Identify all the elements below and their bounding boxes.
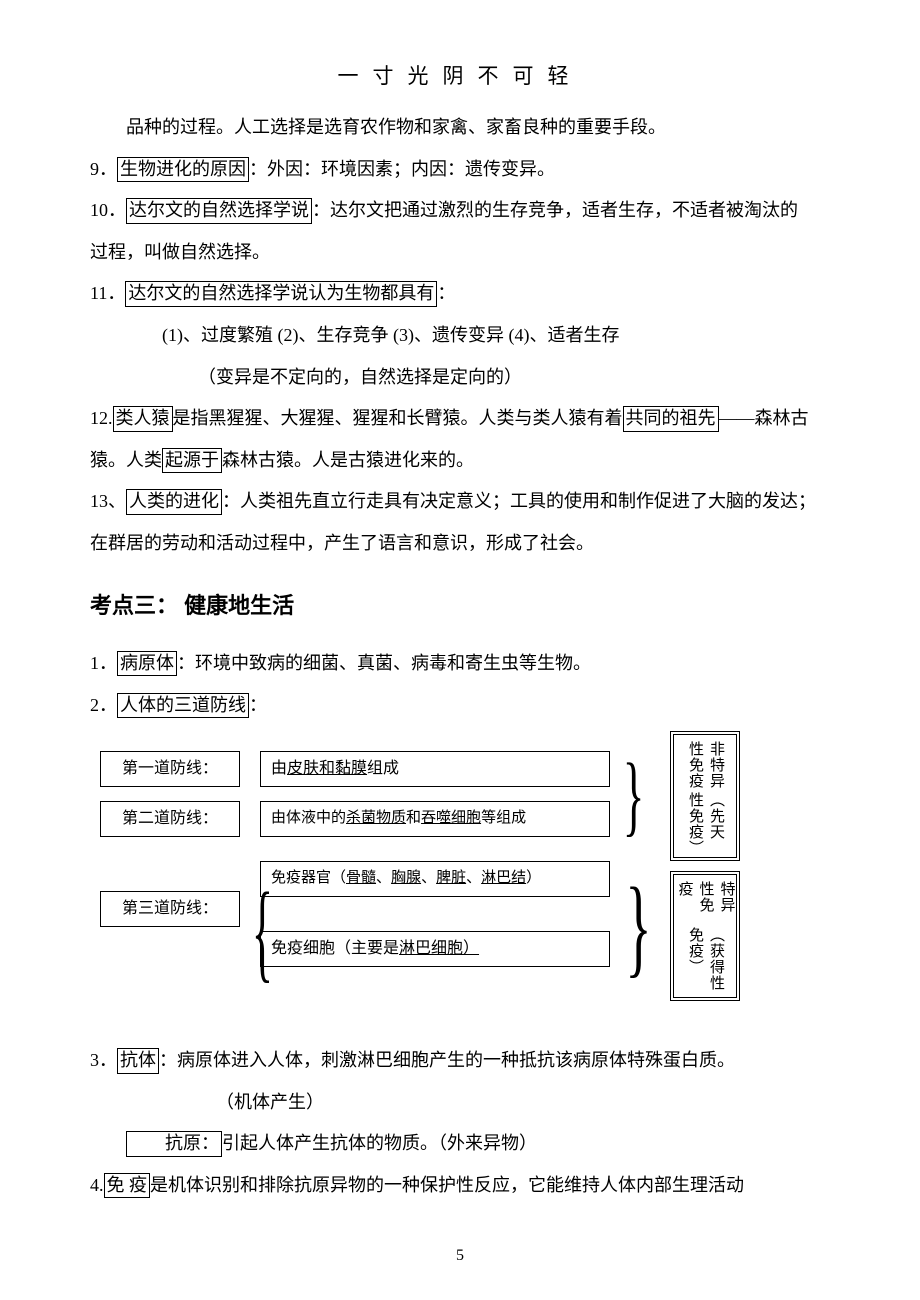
text: ：外因：环境因素；内因：遗传变异。 [249, 159, 555, 179]
text: 森林古猿。人是古猿进化来的。 [222, 450, 474, 470]
num: 9． [90, 159, 117, 179]
text: ——森林古 [719, 408, 809, 428]
q3-antigen: 抗原：引起人体产生抗体的物质。（外来异物） [90, 1124, 830, 1164]
immunity-type-2: 特异性免疫（获得性免疫） [670, 871, 740, 1001]
num: 13、 [90, 491, 126, 511]
text: ： [249, 695, 267, 715]
col: 特异性免疫 [674, 881, 737, 927]
q3-sub: （机体产生） [90, 1083, 830, 1123]
text: ：病原体进入人体，刺激淋巴细胞产生的一种抵抗该病原体特殊蛋白质。 [159, 1050, 735, 1070]
t: 和 [406, 809, 421, 829]
term-box: 达尔文的自然选择学说 [126, 198, 312, 223]
q1: 1．病原体：环境中致病的细菌、真菌、病毒和寄生虫等生物。 [90, 644, 830, 684]
brace-right-1: } [623, 751, 645, 841]
term-box: 人体的三道防线 [117, 693, 249, 718]
text: 引起人体产生抗体的物质。（外来异物） [222, 1133, 537, 1153]
term-box: 类人猿 [113, 406, 173, 431]
num: 3． [90, 1050, 117, 1070]
term-box: 起源于 [162, 448, 222, 473]
q4: 4.免 疫是机体识别和排除抗原异物的一种保护性反应，它能维持人体内部生理活动 [90, 1166, 830, 1206]
item-11-sub1: (1)、过度繁殖 (2)、生存竞争 (3)、遗传变异 (4)、适者生存 [90, 316, 830, 356]
page-number: 5 [0, 1247, 920, 1265]
item-11-sub2: （变异是不定向的，自然选择是定向的） [90, 358, 830, 398]
item-10: 10．达尔文的自然选择学说：达尔文把通过激烈的生存竞争，适者生存，不适者被淘汰的 [90, 191, 830, 231]
brace-right-2: } [625, 871, 651, 981]
item-10-cont: 过程，叫做自然选择。 [90, 233, 830, 273]
item-9: 9．生物进化的原因：外因：环境因素；内因：遗传变异。 [90, 150, 830, 190]
num: 12. [90, 408, 113, 428]
label-line1: 第一道防线： [100, 751, 240, 787]
q2: 2．人体的三道防线： [90, 686, 830, 726]
desc-line3b: 免疫细胞（主要是淋巴细胞） [260, 931, 610, 967]
intro-line: 品种的过程。人工选择是选育农作物和家禽、家畜良种的重要手段。 [90, 108, 830, 148]
brace-left: { [252, 876, 273, 986]
label-line3: 第三道防线： [100, 891, 240, 927]
term-box: 抗体 [117, 1048, 159, 1073]
u: 淋巴细胞） [399, 939, 479, 960]
num: 10． [90, 200, 126, 220]
desc-line2: 由体液中的杀菌物质和吞噬细胞等组成 [260, 801, 610, 837]
term-box: 达尔文的自然选择学说认为生物都具有 [125, 281, 437, 306]
immunity-type-1: 非特异性免疫（先天性免疫） [670, 731, 740, 861]
t: ） [526, 869, 541, 889]
u: 淋巴结 [481, 869, 526, 889]
t: 组成 [367, 759, 399, 780]
term-box: 共同的祖先 [623, 406, 719, 431]
defense-diagram: 第一道防线： 第二道防线： 第三道防线： 由皮肤和黏膜组成 由体液中的杀菌物质和… [90, 731, 830, 1011]
t: 由 [271, 759, 287, 780]
item-12: 12.类人猿是指黑猩猩、大猩猩、猩猩和长臂猿。人类与类人猿有着共同的祖先——森林… [90, 399, 830, 439]
num: 1． [90, 653, 117, 673]
t: 等组成 [481, 809, 526, 829]
section-title: 考点三： 健康地生活 [90, 582, 830, 630]
item-12-cont: 猿。人类起源于森林古猿。人是古猿进化来的。 [90, 441, 830, 481]
label-line2: 第二道防线： [100, 801, 240, 837]
q3: 3．抗体：病原体进入人体，刺激淋巴细胞产生的一种抵抗该病原体特殊蛋白质。 [90, 1041, 830, 1081]
desc-line1: 由皮肤和黏膜组成 [260, 751, 610, 787]
document-body: 品种的过程。人工选择是选育农作物和家禽、家畜良种的重要手段。 9．生物进化的原因… [90, 108, 830, 1205]
text: ：环境中致病的细菌、真菌、病毒和寄生虫等生物。 [177, 653, 591, 673]
term-box: 病原体 [117, 651, 177, 676]
text: ：人类祖先直立行走具有决定意义；工具的使用和制作促进了大脑的发达； [222, 491, 816, 511]
text: 猿。人类 [90, 450, 162, 470]
term-box: 生物进化的原因 [117, 157, 249, 182]
t: 免疫器官（ [271, 869, 346, 889]
u: 吞噬细胞 [421, 809, 481, 829]
text: 是机体识别和排除抗原异物的一种保护性反应，它能维持人体内部生理活动 [150, 1175, 744, 1195]
u: 骨髓 [346, 869, 376, 889]
t: 免疫细胞（主要是 [271, 939, 399, 960]
u: 杀菌物质 [346, 809, 406, 829]
item-11: 11．达尔文的自然选择学说认为生物都具有： [90, 274, 830, 314]
num: 11． [90, 283, 125, 303]
text: ： [437, 283, 455, 303]
item-13: 13、人类的进化：人类祖先直立行走具有决定意义；工具的使用和制作促进了大脑的发达… [90, 482, 830, 522]
header-title: 一寸光阴不可轻 [90, 60, 830, 90]
item-13-cont: 在群居的劳动和活动过程中，产生了语言和意识，形成了社会。 [90, 524, 830, 564]
term-box: 免 疫 [104, 1173, 151, 1198]
num: 4. [90, 1175, 104, 1195]
term-box: 抗原： [126, 1131, 222, 1156]
text: ：达尔文把通过激烈的生存竞争，适者生存，不适者被淘汰的 [312, 200, 798, 220]
num: 2． [90, 695, 117, 715]
term-box: 人类的进化 [126, 489, 222, 514]
u: 脾脏 [436, 869, 466, 889]
col: 非特异性免疫 [684, 741, 726, 792]
text: 是指黑猩猩、大猩猩、猩猩和长臂猿。人类与类人猿有着 [173, 408, 623, 428]
u: 皮肤和黏膜 [287, 759, 367, 780]
t: 由体液中的 [271, 809, 346, 829]
u: 胸腺 [391, 869, 421, 889]
col: （先天性免疫） [684, 792, 726, 851]
desc-line3a: 免疫器官（骨髓、胸腺、脾脏、淋巴结） [260, 861, 610, 897]
col: （获得性免疫） [684, 927, 726, 991]
